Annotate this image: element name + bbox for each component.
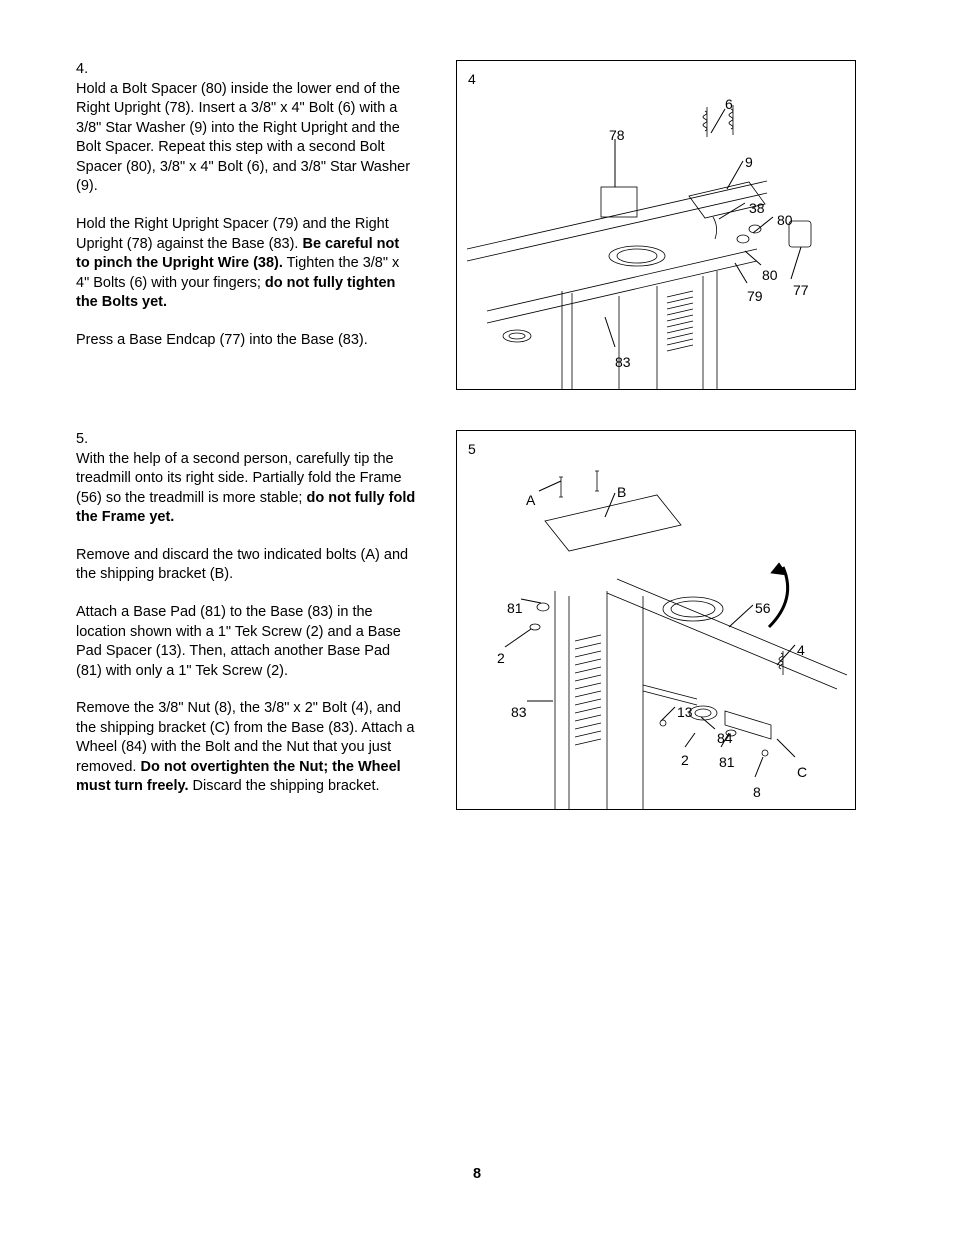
callout-label: 83 [511, 703, 527, 722]
step-5-text: 5. With the help of a second person, car… [76, 430, 456, 815]
callout-label: 79 [747, 287, 763, 306]
callout-label: 6 [725, 95, 733, 114]
callout-label: 2 [681, 751, 689, 770]
callout-label: B [617, 483, 626, 502]
callout-label: 83 [615, 353, 631, 372]
paragraph: Hold a Bolt Spacer (80) inside the lower… [76, 80, 416, 197]
figure-5-box: 5 [456, 430, 856, 810]
figure-4-box: 4 [456, 60, 856, 390]
callout-label: 4 [797, 641, 805, 660]
step-4: 4. Hold a Bolt Spacer (80) inside the lo… [76, 60, 878, 390]
callout-label: 8 [753, 783, 761, 802]
paragraph: With the help of a second person, carefu… [76, 450, 416, 528]
callout-label: 77 [793, 281, 809, 300]
callout-label: 38 [749, 199, 765, 218]
paragraph: Press a Base Endcap (77) into the Base (… [76, 331, 416, 351]
callout-label: 9 [745, 153, 753, 172]
callout-label: 78 [609, 126, 625, 145]
paragraph: Remove and discard the two indicated bol… [76, 546, 416, 585]
callout-label: A [526, 491, 535, 510]
step-5-number: 5. [76, 430, 104, 450]
callout-label: 13 [677, 703, 693, 722]
page-number: 8 [0, 1165, 954, 1185]
callout-label: 84 [717, 729, 733, 748]
paragraph: Hold the Right Upright Spacer (79) and t… [76, 215, 416, 313]
callout-label: 80 [762, 266, 778, 285]
figure-4-drawing [457, 61, 857, 391]
callout-label: 2 [497, 649, 505, 668]
callout-label: 81 [719, 753, 735, 772]
figure-5-drawing [457, 431, 857, 811]
callout-label: C [797, 763, 807, 782]
paragraph: Remove the 3/8" Nut (8), the 3/8" x 2" B… [76, 699, 416, 797]
callout-label: 80 [777, 211, 793, 230]
step-5-figure: 5 [456, 430, 856, 815]
paragraph: Attach a Base Pad (81) to the Base (83) … [76, 603, 416, 681]
callout-label: 56 [755, 599, 771, 618]
step-4-text: 4. Hold a Bolt Spacer (80) inside the lo… [76, 60, 456, 390]
callout-label: 81 [507, 599, 523, 618]
step-5: 5. With the help of a second person, car… [76, 430, 878, 815]
step-4-figure: 4 [456, 60, 856, 390]
step-4-number: 4. [76, 60, 104, 80]
